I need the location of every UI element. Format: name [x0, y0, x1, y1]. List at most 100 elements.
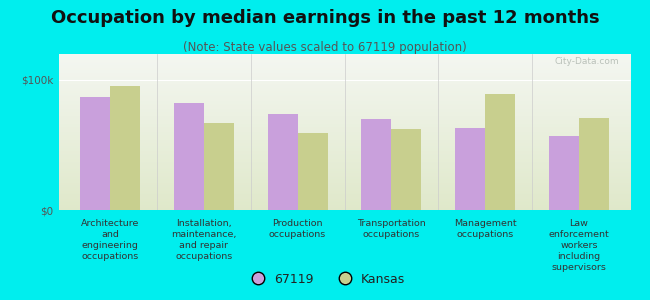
Bar	[58, 110, 630, 112]
Bar	[58, 205, 630, 207]
Bar	[58, 202, 630, 204]
Bar	[58, 176, 630, 177]
Bar	[58, 160, 630, 162]
Bar	[58, 171, 630, 172]
Bar	[58, 109, 630, 110]
Bar	[579, 118, 609, 210]
Bar	[58, 169, 630, 171]
Bar	[58, 191, 630, 193]
Bar	[58, 194, 630, 196]
Text: (Note: State values scaled to 67119 population): (Note: State values scaled to 67119 popu…	[183, 40, 467, 53]
Bar	[58, 129, 630, 130]
Bar	[58, 157, 630, 158]
Bar	[298, 133, 328, 210]
Bar	[58, 71, 630, 73]
Bar	[58, 208, 630, 210]
Bar	[58, 118, 630, 119]
Text: Occupation by median earnings in the past 12 months: Occupation by median earnings in the pas…	[51, 9, 599, 27]
Bar	[58, 185, 630, 187]
Text: Architecture
and
engineering
occupations: Architecture and engineering occupations	[81, 219, 139, 261]
Bar	[58, 63, 630, 65]
Legend: 67119, Kansas: 67119, Kansas	[240, 268, 410, 291]
Bar	[58, 149, 630, 151]
Bar	[58, 193, 630, 194]
Bar	[58, 180, 630, 182]
Bar	[58, 77, 630, 79]
Bar	[58, 79, 630, 80]
Bar	[58, 168, 630, 170]
Bar	[80, 97, 110, 210]
Bar	[361, 119, 391, 210]
Bar	[58, 68, 630, 70]
Bar	[58, 59, 630, 60]
Bar	[58, 60, 630, 62]
Bar	[58, 199, 630, 201]
Bar	[58, 104, 630, 106]
Bar	[58, 146, 630, 148]
Bar	[58, 174, 630, 176]
Bar	[58, 155, 630, 157]
Bar	[58, 87, 630, 88]
Text: Law
enforcement
workers
including
supervisors: Law enforcement workers including superv…	[549, 219, 609, 272]
Bar	[549, 136, 579, 210]
Bar	[58, 101, 630, 102]
Bar	[58, 172, 630, 174]
Bar	[58, 140, 630, 141]
Bar	[58, 145, 630, 146]
Bar	[58, 54, 630, 56]
Bar	[391, 129, 421, 210]
Bar	[58, 70, 630, 71]
Bar	[58, 162, 630, 163]
Bar	[58, 56, 630, 57]
Bar	[58, 115, 630, 116]
Bar	[58, 124, 630, 126]
Bar	[58, 134, 630, 135]
Bar	[58, 82, 630, 84]
Bar	[58, 102, 630, 104]
Bar	[58, 184, 630, 185]
Bar	[58, 187, 630, 188]
Bar	[58, 132, 630, 134]
Text: Transportation
occupations: Transportation occupations	[357, 219, 426, 239]
Bar	[58, 113, 630, 115]
Bar	[58, 165, 630, 166]
Bar	[58, 73, 630, 74]
Bar	[58, 62, 630, 63]
Bar	[58, 141, 630, 143]
Bar	[58, 57, 630, 59]
Bar	[58, 92, 630, 93]
Bar	[58, 201, 630, 202]
Bar	[485, 94, 515, 210]
Bar	[58, 188, 630, 190]
Bar	[58, 116, 630, 118]
Bar	[58, 154, 630, 155]
Bar	[58, 94, 630, 96]
Bar	[58, 76, 630, 77]
Bar	[58, 123, 630, 124]
Bar	[174, 103, 204, 210]
Bar	[58, 107, 630, 109]
Bar	[58, 166, 630, 168]
Bar	[58, 98, 630, 99]
Bar	[58, 158, 630, 160]
Bar	[58, 65, 630, 67]
Bar	[58, 99, 630, 101]
Bar	[58, 85, 630, 87]
Bar	[58, 182, 630, 184]
Bar	[58, 148, 630, 149]
Bar	[58, 74, 630, 76]
Bar	[58, 119, 630, 121]
Bar	[58, 93, 630, 94]
Bar	[58, 106, 630, 107]
Bar	[455, 128, 485, 210]
Bar	[58, 163, 630, 165]
Bar	[204, 123, 234, 210]
Bar	[58, 190, 630, 191]
Bar	[58, 96, 630, 98]
Bar	[58, 196, 630, 197]
Bar	[58, 151, 630, 152]
Bar	[58, 137, 630, 138]
Bar	[58, 197, 630, 199]
Bar	[58, 67, 630, 68]
Bar	[58, 152, 630, 154]
